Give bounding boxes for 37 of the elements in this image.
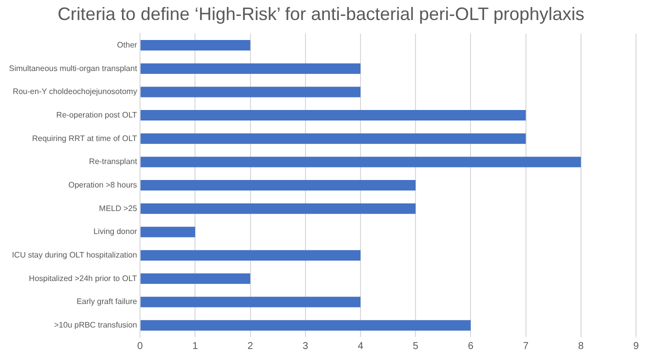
y-tick-label: Living donor xyxy=(93,227,138,236)
x-tick-label: 1 xyxy=(192,340,198,352)
bar xyxy=(140,320,471,331)
bar xyxy=(140,63,360,74)
bar xyxy=(140,203,416,214)
x-tick-label: 3 xyxy=(302,340,309,352)
x-tick-label: 7 xyxy=(523,340,530,352)
y-tick-label: Requiring RRT at time of OLT xyxy=(32,134,138,143)
y-tick-label: Other xyxy=(117,40,138,50)
bar xyxy=(140,156,581,168)
chart-title: Criteria to define ‘High-Risk’ for anti-bacterial peri-OLT prophylaxis xyxy=(58,4,584,24)
x-tick-label: 5 xyxy=(412,340,419,352)
y-tick-label: Re-operation post OLT xyxy=(56,110,138,120)
bar xyxy=(140,40,250,51)
y-tick-label: >10u pRBC transfusion xyxy=(54,320,138,330)
x-tick-label: 0 xyxy=(137,340,144,352)
bar xyxy=(140,250,360,261)
bar xyxy=(140,273,250,284)
y-tick-label: ICU stay during OLT hospitalization xyxy=(12,250,138,260)
x-tick-label: 8 xyxy=(578,340,584,352)
bar xyxy=(140,180,416,191)
y-tick-label: Rou-en-Y choldeochojejunosotomy xyxy=(12,87,138,96)
y-tick-label: MELD >25 xyxy=(99,204,138,213)
x-tick-label: 6 xyxy=(468,340,474,352)
x-tick-label: 4 xyxy=(358,340,364,352)
x-tick-label: 2 xyxy=(247,340,254,352)
bar xyxy=(140,133,526,144)
y-tick-label: Hospitalized >24h prior to OLT xyxy=(28,274,138,283)
y-tick-label: Early graft failure xyxy=(76,297,138,306)
y-tick-label: Simultaneous multi-organ transplant xyxy=(8,64,138,73)
bar xyxy=(140,296,360,308)
x-tick-label: 9 xyxy=(633,340,640,352)
y-tick-label: Operation >8 hours xyxy=(68,180,138,190)
bar xyxy=(140,110,526,121)
bar xyxy=(140,226,196,238)
y-tick-label: Re-transplant xyxy=(89,157,138,166)
bar xyxy=(140,86,360,98)
